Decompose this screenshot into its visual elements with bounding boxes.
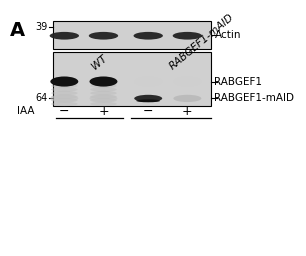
Ellipse shape [51,94,78,99]
Bar [53,52,211,106]
Text: 39: 39 [35,22,47,32]
Ellipse shape [173,32,202,40]
Ellipse shape [134,77,162,87]
Ellipse shape [89,77,118,87]
Text: WT: WT [89,53,109,71]
Ellipse shape [51,87,78,92]
Ellipse shape [89,32,118,40]
Text: −: − [59,105,69,118]
Ellipse shape [51,91,78,95]
Ellipse shape [90,98,117,102]
Text: RABGEF1-mAID: RABGEF1-mAID [168,12,236,71]
Ellipse shape [51,98,78,102]
Text: RABGEF1-mAID: RABGEF1-mAID [215,93,294,103]
Text: +: + [98,105,109,118]
Ellipse shape [50,77,78,87]
Ellipse shape [51,84,78,88]
Ellipse shape [174,77,201,87]
Ellipse shape [89,95,118,102]
Bar [53,21,211,49]
Text: Actin: Actin [215,30,241,40]
Ellipse shape [50,95,78,102]
Text: A: A [10,21,25,40]
Text: −: − [143,105,154,118]
Ellipse shape [51,102,78,106]
Ellipse shape [133,32,163,40]
Text: 64: 64 [35,93,47,103]
Ellipse shape [90,102,117,106]
Ellipse shape [136,99,160,102]
Ellipse shape [174,95,201,102]
Text: RABGEF1: RABGEF1 [215,77,263,87]
Ellipse shape [134,95,162,102]
Ellipse shape [50,32,79,40]
Text: IAA: IAA [17,106,34,116]
Ellipse shape [90,91,117,95]
Ellipse shape [90,87,117,92]
Text: +: + [182,105,193,118]
Ellipse shape [90,94,117,99]
Ellipse shape [90,84,117,88]
